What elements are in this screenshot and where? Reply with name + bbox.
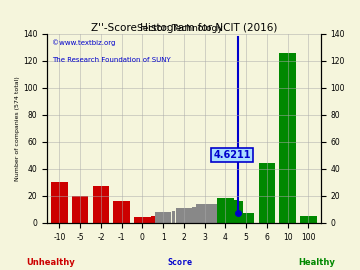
Bar: [187, 209, 191, 223]
Bar: [146, 219, 149, 223]
Bar: [113, 201, 130, 223]
Bar: [172, 211, 175, 223]
Bar: [176, 208, 192, 223]
Bar: [166, 213, 170, 223]
Bar: [177, 212, 181, 223]
Title: Z''-Score Histogram for NCIT (2016): Z''-Score Histogram for NCIT (2016): [91, 23, 277, 33]
Bar: [300, 216, 317, 223]
Bar: [234, 200, 238, 223]
Bar: [208, 205, 212, 223]
Bar: [151, 216, 155, 223]
Text: ©www.textbiz.org: ©www.textbiz.org: [53, 39, 116, 46]
Bar: [218, 202, 222, 223]
Bar: [72, 196, 89, 223]
Bar: [213, 204, 217, 223]
Bar: [238, 213, 255, 223]
Bar: [198, 211, 201, 223]
Bar: [93, 186, 109, 223]
Bar: [134, 217, 151, 223]
Bar: [239, 201, 243, 223]
Bar: [279, 53, 296, 223]
Bar: [156, 217, 160, 223]
Y-axis label: Number of companies (574 total): Number of companies (574 total): [15, 76, 20, 181]
Text: Unhealthy: Unhealthy: [26, 258, 75, 267]
Bar: [258, 163, 275, 223]
Bar: [196, 204, 213, 223]
Text: Healthy: Healthy: [298, 258, 335, 267]
Text: 4.6211: 4.6211: [213, 150, 251, 160]
Bar: [51, 182, 68, 223]
Text: Sector: Technology: Sector: Technology: [137, 24, 223, 33]
Bar: [217, 198, 234, 223]
Text: The Research Foundation of SUNY: The Research Foundation of SUNY: [53, 56, 171, 63]
Bar: [155, 212, 171, 223]
Text: Score: Score: [167, 258, 193, 267]
Bar: [229, 201, 233, 223]
Bar: [192, 207, 196, 223]
